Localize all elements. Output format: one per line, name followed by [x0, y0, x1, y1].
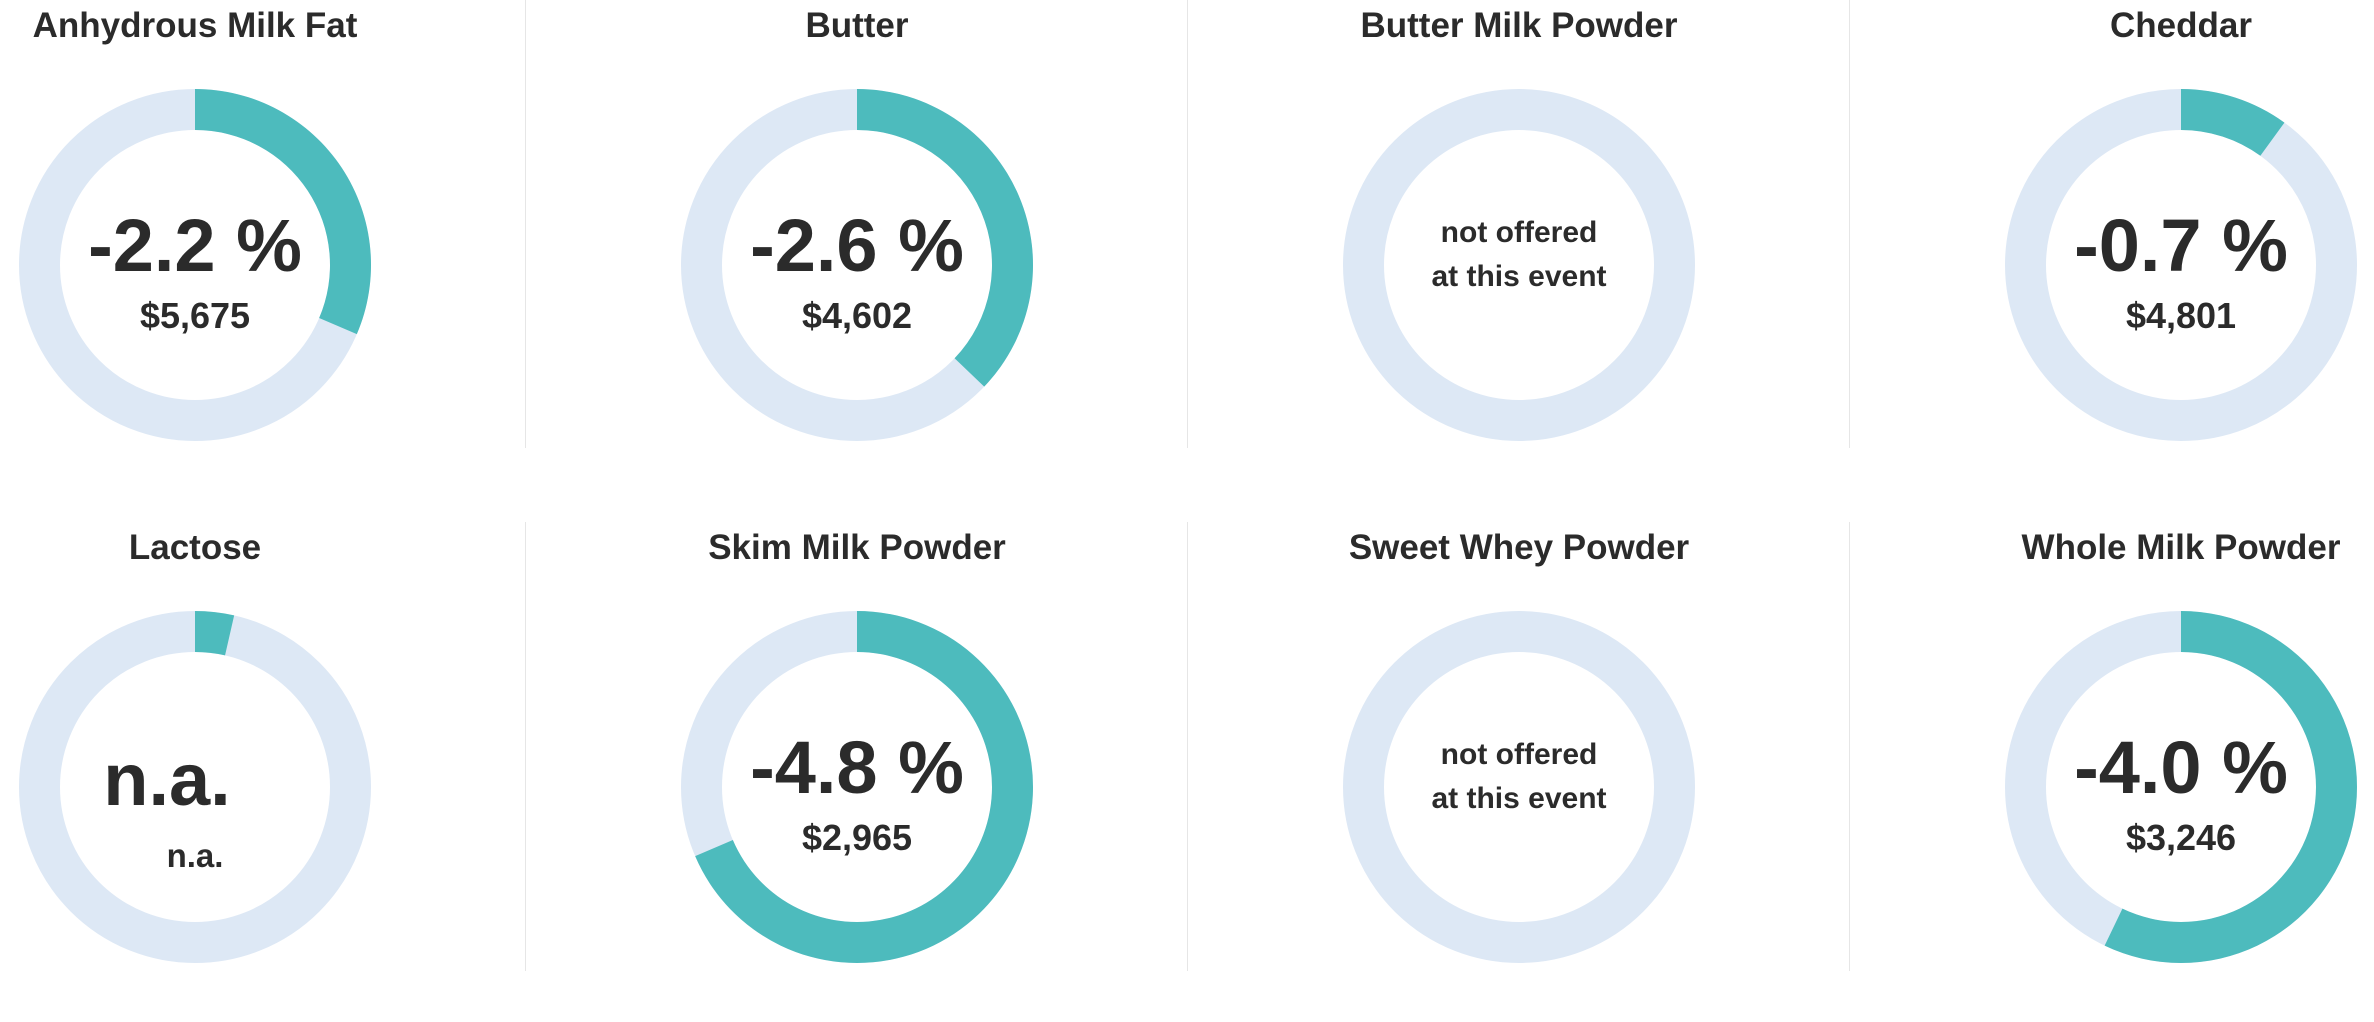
donut-segment	[857, 89, 1033, 387]
donut-segment	[2104, 611, 2357, 963]
not-offered-line-1: not offered	[1440, 216, 1598, 249]
donut-center: not offered at this event	[1340, 86, 1698, 444]
product-donut-grid: Anhydrous Milk Fat -2.2 % $5,675 Butter -2.6…	[0, 0, 2374, 971]
product-title: Sweet Whey Powder	[1348, 528, 1690, 567]
donut-chart	[2005, 89, 2357, 441]
donut-chart	[681, 89, 1033, 441]
column-divider	[525, 0, 526, 448]
donut-segment	[2181, 89, 2285, 156]
price-change: -0.7 %	[2074, 204, 2288, 287]
product-card-anhydrous-milk-fat: Anhydrous Milk Fat -2.2 % $5,675	[0, 0, 662, 500]
price-value: $5,675	[139, 295, 251, 336]
price-value: $4,602	[801, 295, 913, 336]
product-title: Skim Milk Powder	[708, 528, 1006, 567]
column-divider	[1849, 522, 1850, 971]
price-change: -4.8 %	[750, 726, 964, 809]
donut-chart	[2005, 611, 2357, 963]
not-offered-line-1: not offered	[1440, 738, 1598, 771]
donut-track	[1343, 89, 1695, 441]
donut-chart	[1343, 611, 1695, 963]
donut-center: -4.8 % $2,965	[678, 608, 1036, 966]
not-offered-line-2: at this event	[1431, 782, 1607, 815]
donut-center: -4.0 % $3,246	[2002, 608, 2360, 966]
product-card-cheddar: Cheddar -0.7 % $4,801	[1986, 0, 2374, 500]
donut-segment	[195, 611, 235, 656]
not-offered-note: not offered at this event	[1340, 733, 1698, 821]
donut-chart	[1343, 89, 1695, 441]
price-value: n.a.	[166, 837, 224, 874]
donut-center: -2.6 % $4,602	[678, 86, 1036, 444]
donut-center: -0.7 % $4,801	[2002, 86, 2360, 444]
price-change: -2.6 %	[750, 204, 964, 287]
price-change: n.a.	[103, 738, 231, 821]
column-divider	[1187, 522, 1188, 971]
product-title: Lactose	[128, 528, 262, 567]
donut-center: not offered at this event	[1340, 608, 1698, 966]
column-divider	[1187, 0, 1188, 448]
column-divider	[525, 522, 526, 971]
product-card-butter-milk-powder: Butter Milk Powder not offered at this eve…	[1324, 0, 1986, 500]
price-value: $3,246	[2125, 817, 2237, 858]
product-card-whole-milk-powder: Whole Milk Powder -4.0 % $3,246	[1986, 522, 2374, 1022]
product-title: Whole Milk Powder	[2021, 528, 2341, 567]
donut-track	[1343, 611, 1695, 963]
donut-chart	[681, 611, 1033, 963]
column-divider	[1849, 0, 1850, 448]
donut-segment	[195, 89, 371, 335]
product-card-skim-milk-powder: Skim Milk Powder -4.8 % $2,965	[662, 522, 1324, 1022]
donut-center: -2.2 % $5,675	[16, 86, 374, 444]
product-title: Anhydrous Milk Fat	[32, 6, 358, 45]
not-offered-note: not offered at this event	[1340, 211, 1698, 299]
donut-chart	[19, 611, 371, 963]
not-offered-line-2: at this event	[1431, 260, 1607, 293]
donut-center: n.a. n.a.	[16, 608, 374, 966]
price-change: -2.2 %	[88, 204, 302, 287]
price-change: -4.0 %	[2074, 726, 2288, 809]
donut-chart	[19, 89, 371, 441]
product-title: Cheddar	[2110, 6, 2252, 45]
product-card-butter: Butter -2.6 % $4,602	[662, 0, 1324, 500]
product-title: Butter Milk Powder	[1360, 6, 1678, 45]
product-title: Butter	[805, 6, 909, 45]
price-value: $4,801	[2125, 295, 2237, 336]
price-value: $2,965	[801, 817, 913, 858]
product-card-sweet-whey-powder: Sweet Whey Powder not offered at this even…	[1324, 522, 1986, 1022]
product-card-lactose: Lactose n.a. n.a.	[0, 522, 662, 1022]
